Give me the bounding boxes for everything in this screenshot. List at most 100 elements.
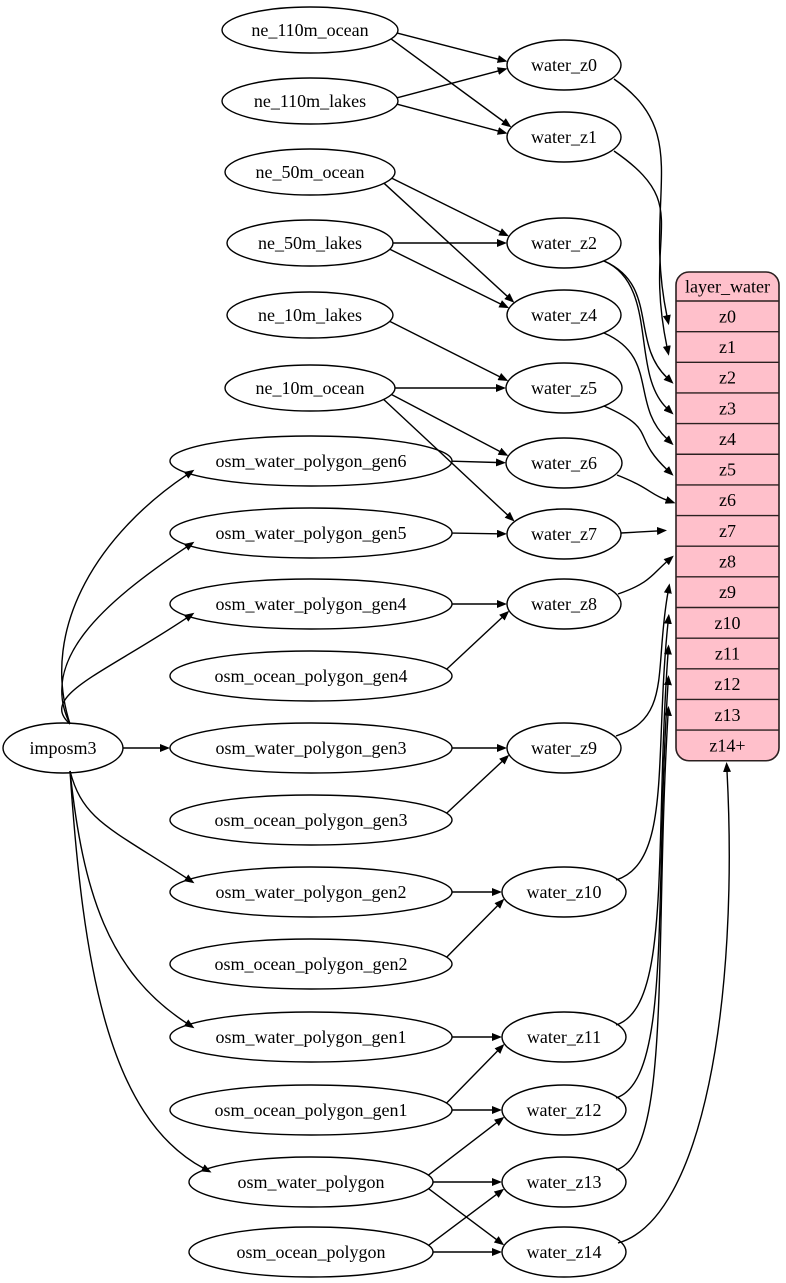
- node-label: osm_water_polygon_gen2: [216, 882, 407, 902]
- edge-water_z1-z1: [613, 150, 671, 356]
- node-label: ne_10m_ocean: [256, 378, 365, 398]
- node-shape: [501, 1011, 627, 1063]
- edges: [60, 32, 732, 1256]
- node-osm_ocean_polygon_gen3: osm_ocean_polygon_gen3: [169, 794, 453, 846]
- edge-water_z14-z14+: [617, 762, 732, 1244]
- node-label: water_z8: [531, 594, 597, 614]
- table-row-z1: z1: [719, 337, 736, 357]
- node-label: water_z0: [531, 55, 597, 75]
- node-osm_ocean_polygon: osm_ocean_polygon: [188, 1226, 434, 1278]
- node-label: water_z7: [531, 524, 597, 544]
- edge-osm_water_polygon-water_z14: [428, 1188, 505, 1246]
- node-label: water_z4: [531, 305, 597, 325]
- node-osm_ocean_polygon_gen4: osm_ocean_polygon_gen4: [169, 650, 453, 702]
- edge-ne_110m_lakes-water_z1: [396, 103, 508, 135]
- node-shape: [501, 1226, 627, 1278]
- node-label: osm_ocean_polygon_gen4: [215, 666, 408, 686]
- edge-water_z11-z11: [615, 644, 672, 1026]
- edge-osm_water_polygon-water_z12: [427, 1116, 505, 1176]
- node-osm_water_polygon_gen6: osm_water_polygon_gen6: [169, 435, 453, 487]
- edge-imposm3-osm_water_polygon_gen1: [69, 770, 195, 1029]
- node-shape: [169, 938, 453, 990]
- edge-imposm3-osm_water_polygon_gen5: [60, 541, 195, 725]
- node-label: water_z9: [531, 738, 597, 758]
- edge-water_z6-z6: [616, 474, 676, 504]
- edge-water_z2-z3: [603, 260, 674, 415]
- table-row-z14+: z14+: [709, 735, 745, 755]
- node-label: osm_water_polygon_gen4: [216, 594, 407, 614]
- node-water_z9: water_z9: [506, 722, 622, 774]
- edge-water_z13-z13: [615, 705, 672, 1171]
- node-label: water_z5: [531, 378, 597, 398]
- node-water_z10: water_z10: [501, 866, 627, 918]
- node-shape: [506, 289, 622, 341]
- node-shape: [169, 650, 453, 702]
- node-shape: [226, 291, 394, 339]
- edge-ne_110m_ocean-water_z1: [390, 38, 512, 128]
- edge-ne_50m_ocean-water_z2: [391, 177, 510, 237]
- node-label: ne_50m_lakes: [258, 233, 362, 253]
- node-shape: [506, 39, 622, 91]
- node-ne_50m_lakes: ne_50m_lakes: [226, 219, 394, 267]
- table-row-z0: z0: [719, 306, 736, 326]
- edge-imposm3-osm_water_polygon_gen6: [61, 469, 195, 725]
- node-label: water_z12: [527, 1100, 602, 1120]
- node-water_z6: water_z6: [505, 437, 623, 489]
- edge-water_z10-z10: [615, 613, 672, 881]
- node-water_z8: water_z8: [506, 578, 622, 630]
- node-osm_water_polygon_gen3: osm_water_polygon_gen3: [169, 722, 453, 774]
- node-label: ne_50m_ocean: [256, 162, 365, 182]
- edge-ne_10m_ocean-water_z6: [391, 393, 509, 456]
- edge-ne_110m_ocean-water_z0: [397, 32, 508, 63]
- node-label: ne_10m_lakes: [258, 305, 362, 325]
- edge-ne_50m_lakes-water_z4: [389, 248, 510, 309]
- node-label: water_z11: [527, 1027, 601, 1047]
- node-water_z4: water_z4: [506, 289, 622, 341]
- table-row-z4: z4: [719, 429, 736, 449]
- edge-water_z0-z0: [613, 78, 671, 326]
- node-water_z7: water_z7: [506, 508, 622, 560]
- edge-osm_ocean_polygon_gen2-water_z10: [446, 898, 505, 958]
- node-label: osm_water_polygon_gen5: [216, 523, 407, 543]
- node-water_z1: water_z1: [506, 111, 622, 163]
- node-label: osm_water_polygon_gen3: [216, 738, 407, 758]
- edge-osm_ocean_polygon-water_z13: [428, 1188, 505, 1246]
- table-row-z12: z12: [715, 674, 741, 694]
- node-osm_ocean_polygon_gen2: osm_ocean_polygon_gen2: [169, 938, 453, 990]
- node-label: ne_110m_ocean: [251, 20, 368, 40]
- edge-ne_10m_ocean-water_z7: [383, 398, 515, 522]
- node-ne_10m_lakes: ne_10m_lakes: [226, 291, 394, 339]
- node-label: water_z14: [527, 1242, 602, 1262]
- node-label: osm_ocean_polygon_gen2: [215, 954, 408, 974]
- node-water_z2: water_z2: [506, 217, 622, 269]
- node-label: osm_ocean_polygon: [237, 1242, 386, 1262]
- table-row-z7: z7: [719, 521, 736, 541]
- edge-osm_ocean_polygon_gen1-water_z11: [445, 1043, 505, 1104]
- node-label: water_z13: [527, 1172, 602, 1192]
- table-row-z13: z13: [715, 705, 741, 725]
- node-shape: [224, 148, 396, 196]
- node-label: water_z1: [531, 127, 597, 147]
- node-label: osm_water_polygon: [238, 1172, 385, 1192]
- node-shape: [221, 6, 399, 54]
- node-label: osm_water_polygon_gen1: [216, 1027, 407, 1047]
- edge-ne_10m_lakes-water_z5: [389, 320, 509, 382]
- node-shape: [506, 508, 622, 560]
- edge-water_z8-z8: [617, 555, 674, 595]
- node-shape: [506, 722, 622, 774]
- edge-osm_water_polygon_gen5-water_z7: [451, 529, 507, 538]
- node-shape: [169, 794, 453, 846]
- node-shape: [169, 435, 453, 487]
- node-shape: [221, 77, 399, 125]
- node-label: imposm3: [29, 738, 96, 758]
- node-water_z11: water_z11: [501, 1011, 627, 1063]
- table-row-z3: z3: [719, 398, 736, 418]
- node-water_z12: water_z12: [501, 1084, 627, 1136]
- node-shape: [501, 1156, 627, 1208]
- edge-ne_110m_lakes-water_z0: [396, 67, 508, 99]
- node-water_z0: water_z0: [506, 39, 622, 91]
- node-shape: [506, 217, 622, 269]
- edge-ne_50m_ocean-water_z4: [383, 182, 515, 303]
- node-osm_water_polygon_gen5: osm_water_polygon_gen5: [169, 507, 453, 559]
